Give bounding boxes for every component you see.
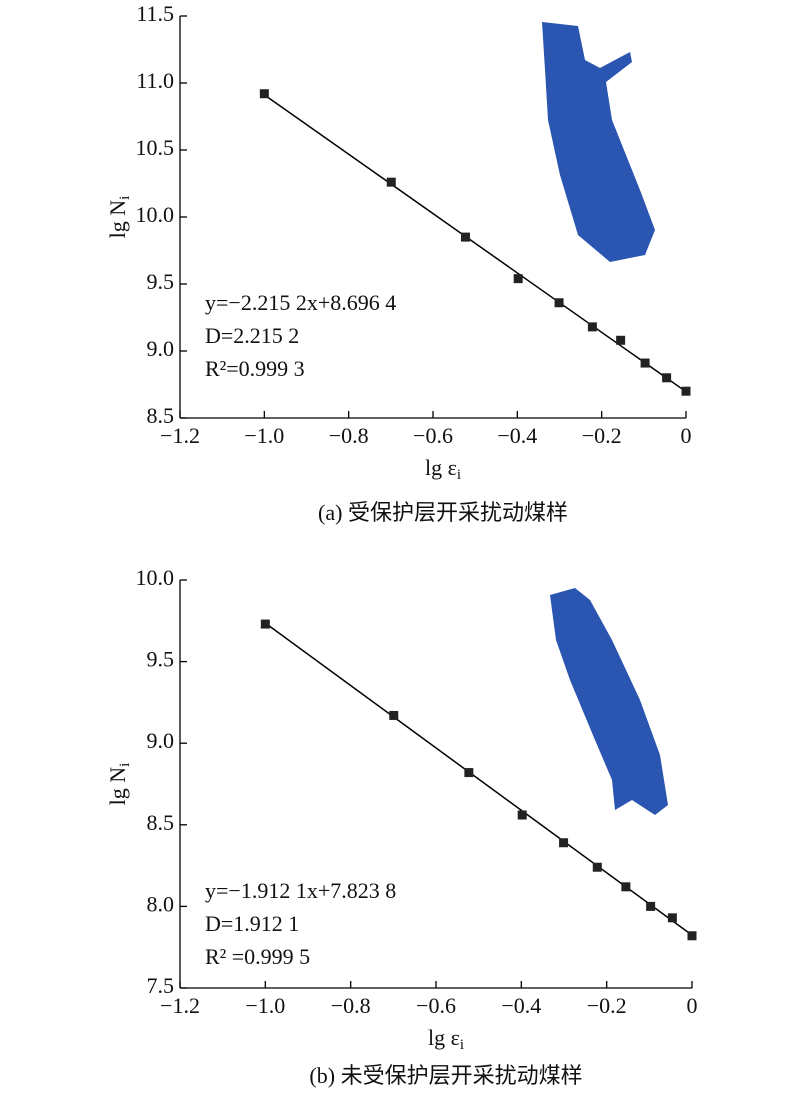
data-point: [681, 386, 691, 396]
annotation: y=−2.215 2x+8.696 4: [205, 290, 396, 315]
y-tick-label: 9.0: [147, 728, 175, 753]
caption: (a) 受保护层开采扰动煤样: [318, 500, 568, 525]
x-axis-label-text: lg ε: [425, 455, 457, 480]
x-tick-label: −0.2: [582, 423, 622, 448]
y-axis-label-sub: i: [117, 196, 133, 200]
data-point: [259, 89, 269, 99]
annotation: y=−1.912 1x+7.823 8: [205, 878, 396, 903]
coal-sample-image: [550, 588, 668, 815]
y-tick-label: 10.0: [136, 565, 175, 590]
data-point: [640, 358, 650, 368]
x-axis-label-text: lg ε: [428, 1025, 460, 1050]
fit-line: [263, 94, 687, 393]
annotation: D=1.912 1: [205, 911, 299, 936]
x-tick-label: −0.6: [416, 993, 456, 1018]
x-tick-label: −0.4: [501, 993, 541, 1018]
data-point: [386, 177, 396, 187]
y-axis-label-sub: i: [117, 763, 133, 767]
data-point: [460, 232, 470, 242]
data-point: [687, 931, 697, 941]
x-tick-label: −1.2: [160, 423, 200, 448]
x-axis-label: lg εi: [425, 455, 461, 483]
x-tick-label: 0: [681, 423, 692, 448]
y-tick-label: 11.0: [136, 68, 174, 93]
data-point: [667, 913, 677, 923]
x-tick-label: −1.0: [245, 993, 285, 1018]
y-tick-label: 8.0: [147, 891, 175, 916]
y-tick-label: 10.0: [136, 202, 175, 227]
data-point: [592, 862, 602, 872]
data-point: [389, 710, 399, 720]
data-point: [662, 373, 672, 383]
x-tick-label: −1.2: [160, 993, 200, 1018]
x-axis-label: lg εi: [428, 1025, 464, 1053]
y-tick-label: 9.5: [147, 269, 175, 294]
x-axis-label-sub: i: [460, 1037, 464, 1053]
fit-line: [264, 622, 693, 936]
y-axis-label: lg Ni: [105, 196, 133, 239]
data-point: [464, 768, 474, 778]
data-point: [554, 298, 564, 308]
y-tick-label: 7.5: [147, 973, 175, 998]
x-axis-label-sub: i: [457, 467, 461, 483]
data-point: [616, 335, 626, 345]
x-tick-label: −0.6: [413, 423, 453, 448]
annotation: D=2.215 2: [205, 323, 299, 348]
y-axis-label-text: lg N: [105, 767, 130, 806]
x-tick-label: −0.2: [587, 993, 627, 1018]
data-point: [517, 810, 527, 820]
annotation: R² =0.999 5: [205, 944, 310, 969]
y-tick-label: 10.5: [136, 135, 175, 160]
y-axis-label-text: lg N: [105, 200, 130, 239]
x-tick-label: −0.4: [497, 423, 537, 448]
data-point: [621, 882, 631, 892]
x-tick-label: −1.0: [244, 423, 284, 448]
caption: (b) 未受保护层开采扰动煤样: [309, 1063, 582, 1088]
coal-sample-image: [542, 22, 655, 262]
x-tick-label: −0.8: [329, 423, 369, 448]
x-tick-label: 0: [687, 993, 698, 1018]
y-tick-label: 8.5: [147, 810, 175, 835]
y-tick-label: 9.0: [147, 336, 175, 361]
x-tick-label: −0.8: [331, 993, 371, 1018]
data-point: [587, 322, 597, 332]
data-point: [646, 901, 656, 911]
annotation: R²=0.999 3: [205, 356, 305, 381]
data-point: [513, 274, 523, 284]
data-point: [260, 619, 270, 629]
y-tick-label: 11.5: [136, 1, 174, 26]
data-point: [559, 838, 569, 848]
y-tick-label: 8.5: [147, 403, 175, 428]
y-axis-label: lg Ni: [105, 763, 133, 806]
y-tick-label: 9.5: [147, 647, 175, 672]
